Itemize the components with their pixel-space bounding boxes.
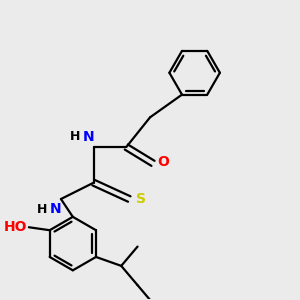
Text: HO: HO <box>4 220 27 234</box>
Text: O: O <box>158 155 169 169</box>
Text: H: H <box>70 130 80 143</box>
Text: H: H <box>37 203 48 216</box>
Text: S: S <box>136 192 146 206</box>
Text: N: N <box>50 202 62 216</box>
Text: N: N <box>82 130 94 144</box>
